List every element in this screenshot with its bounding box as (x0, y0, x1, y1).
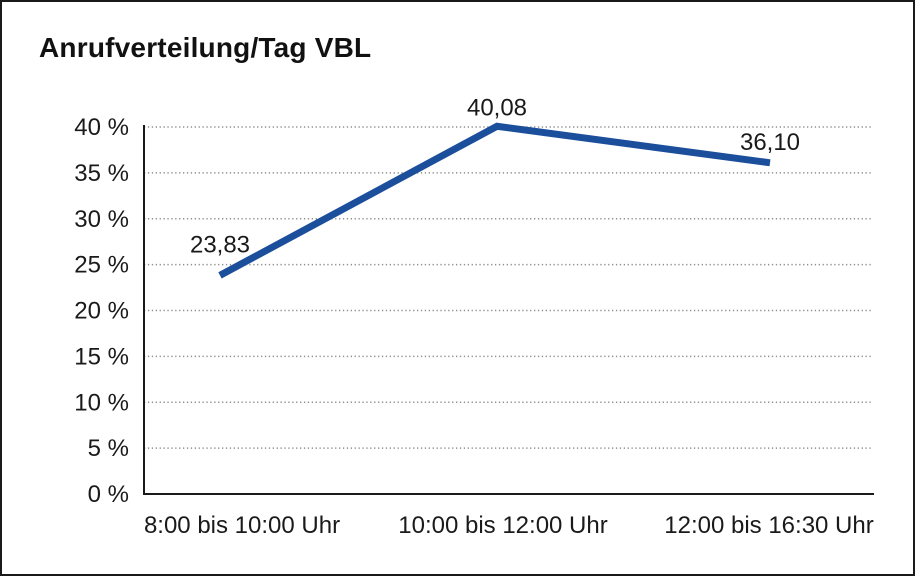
y-tick-label: 25 % (74, 252, 129, 279)
data-label: 23,83 (190, 231, 250, 258)
y-tick-label: 10 % (74, 389, 129, 416)
y-tick-label: 15 % (74, 343, 129, 370)
series-line (218, 122, 771, 279)
data-label: 36,10 (740, 129, 800, 156)
y-tick-label: 40 % (74, 114, 129, 141)
chart-title: Anrufverteilung/Tag VBL (39, 32, 372, 63)
y-tick-label: 30 % (74, 206, 129, 233)
data-label: 40,08 (467, 94, 527, 121)
y-tick-label: 20 % (74, 298, 129, 325)
x-tick-label: 10:00 bis 12:00 Uhr (398, 512, 607, 539)
x-tick-label: 12:00 bis 16:30 Uhr (664, 512, 873, 539)
y-tick-label: 5 % (88, 435, 129, 462)
y-tick-label: 35 % (74, 160, 129, 187)
y-tick-label: 0 % (88, 481, 129, 508)
x-tick-label: 8:00 bis 10:00 Uhr (144, 512, 340, 539)
